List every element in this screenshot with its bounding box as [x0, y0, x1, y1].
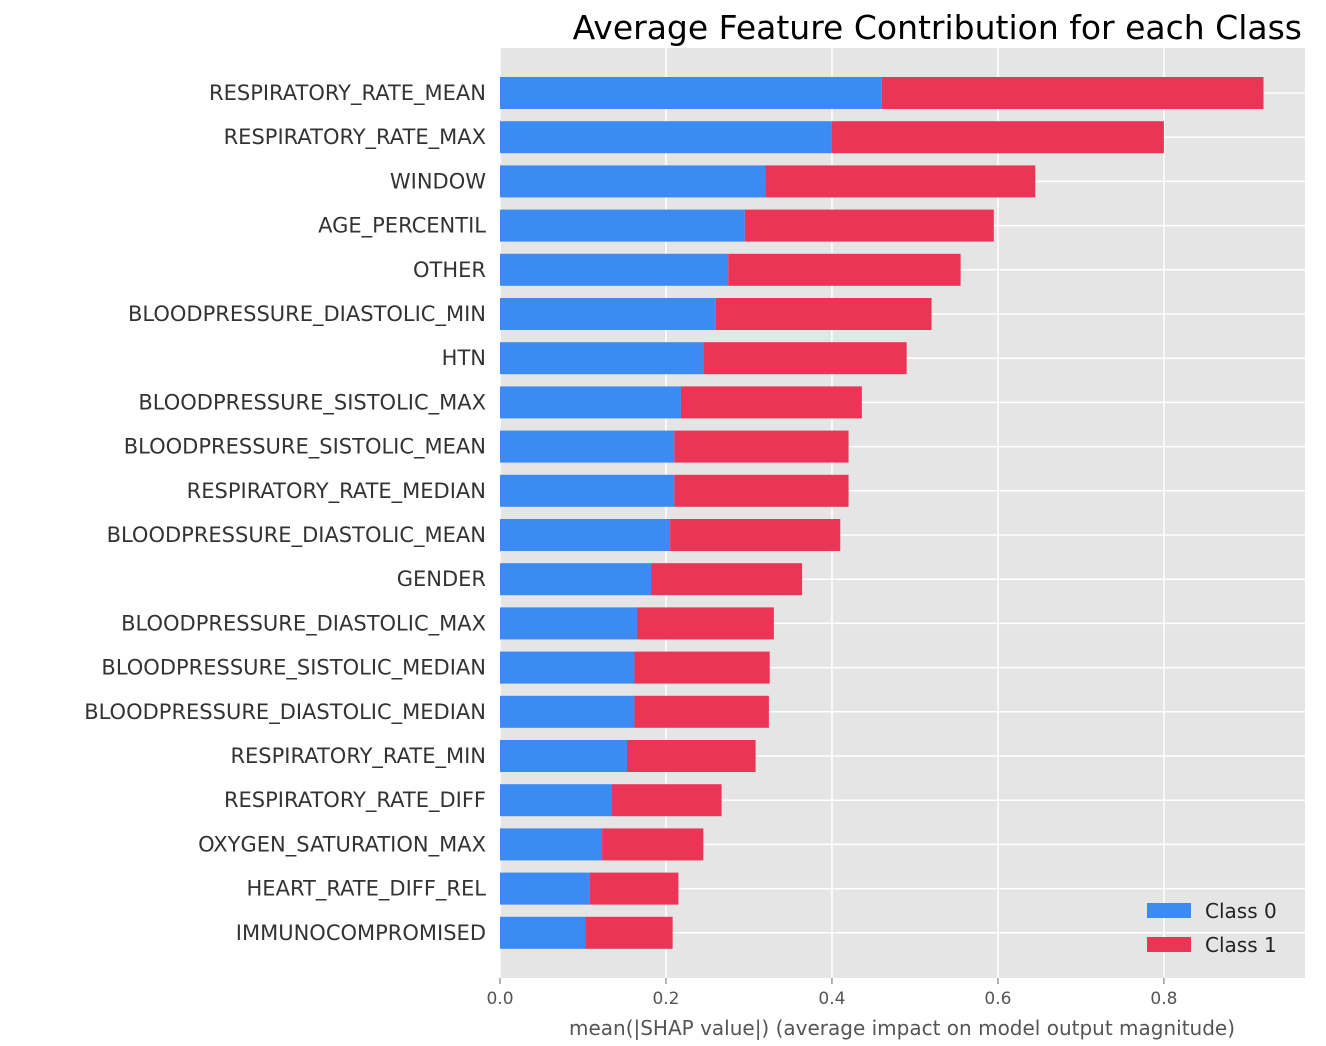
x-axis-ticks: 0.0 0.2 0.4 0.6 0.8	[486, 978, 1177, 1009]
bar-class-0	[500, 342, 704, 375]
bar-class-1	[651, 563, 803, 596]
bar-class-1	[634, 651, 770, 684]
bar-class-1	[634, 695, 769, 728]
bar-class-1	[744, 209, 994, 242]
bar-class-0	[500, 695, 635, 728]
category-label: BLOODPRESSURE_SISTOLIC_MEAN	[124, 435, 486, 460]
category-label: BLOODPRESSURE_DIASTOLIC_MIN	[128, 302, 486, 327]
category-label: BLOODPRESSURE_DIASTOLIC_MAX	[121, 611, 486, 636]
category-label: RESPIRATORY_RATE_MEDIAN	[187, 479, 486, 504]
bar-class-0	[500, 784, 612, 817]
category-labels: RESPIRATORY_RATE_MEAN RESPIRATORY_RATE_MA…	[84, 81, 486, 945]
bar-class-1	[611, 784, 722, 817]
category-label: GENDER	[397, 567, 486, 591]
category-label: BLOODPRESSURE_DIASTOLIC_MEDIAN	[84, 700, 486, 725]
category-label: WINDOW	[390, 169, 486, 193]
category-label: RESPIRATORY_RATE_DIFF	[224, 788, 486, 813]
category-label: OTHER	[413, 258, 486, 282]
category-label: BLOODPRESSURE_SISTOLIC_MAX	[138, 390, 486, 415]
bar-class-0	[500, 386, 681, 419]
category-label: IMMUNOCOMPROMISED	[236, 921, 486, 945]
bar-class-1	[626, 740, 756, 772]
bar-class-0	[500, 474, 675, 507]
bar-class-0	[500, 607, 637, 640]
bar-class-0	[500, 563, 652, 596]
bar-class-1	[670, 519, 841, 551]
category-label: RESPIRATORY_RATE_MEAN	[209, 81, 486, 106]
bar-class-0	[500, 298, 716, 330]
x-tick-label: 0.8	[1150, 989, 1177, 1009]
bar-class-0	[500, 430, 675, 463]
bar-class-1	[674, 474, 849, 507]
x-axis-label: mean(|SHAP value|) (average impact on mo…	[569, 1016, 1235, 1040]
category-label: RESPIRATORY_RATE_MIN	[230, 744, 486, 769]
bar-class-0	[500, 209, 745, 242]
bar-class-0	[500, 253, 729, 286]
bar-class-1	[585, 916, 673, 949]
category-label: AGE_PERCENTIL	[318, 214, 486, 239]
bar-class-0	[500, 519, 671, 551]
x-tick-label: 0.0	[486, 989, 513, 1009]
bar-class-0	[500, 872, 590, 905]
bar-class-0	[500, 77, 882, 109]
bar-class-1	[602, 828, 704, 861]
bar-class-1	[680, 386, 862, 419]
bars	[500, 77, 1264, 949]
x-tick-label: 0.4	[818, 989, 845, 1009]
bar-class-0	[500, 740, 627, 772]
category-label: RESPIRATORY_RATE_MAX	[224, 125, 486, 150]
category-label: OXYGEN_SATURATION_MAX	[198, 832, 486, 857]
category-label: HTN	[442, 346, 486, 370]
bar-class-0	[500, 916, 586, 949]
legend: Class 0 Class 1	[1147, 899, 1277, 957]
x-tick-label: 0.6	[984, 989, 1011, 1009]
bar-class-1	[703, 342, 907, 375]
category-label: HEART_RATE_DIFF_REL	[247, 877, 487, 902]
legend-label: Class 1	[1205, 933, 1277, 957]
category-label: BLOODPRESSURE_DIASTOLIC_MEAN	[107, 523, 486, 548]
bar-class-0	[500, 165, 766, 198]
bar-class-1	[674, 430, 849, 463]
legend-label: Class 0	[1205, 899, 1277, 923]
legend-swatch	[1147, 937, 1191, 952]
bar-class-1	[636, 607, 774, 640]
bar-class-1	[728, 253, 961, 286]
plot-area-background	[500, 48, 1305, 978]
bar-class-1	[831, 121, 1164, 154]
chart-title: Average Feature Contribution for each Cl…	[573, 8, 1302, 47]
bar-class-0	[500, 651, 635, 684]
bar-class-1	[715, 298, 932, 330]
x-tick-label: 0.2	[652, 989, 679, 1009]
bar-class-1	[765, 165, 1036, 198]
category-label: BLOODPRESSURE_SISTOLIC_MEDIAN	[101, 656, 486, 681]
bar-class-0	[500, 121, 832, 154]
bar-class-1	[881, 77, 1264, 109]
bar-class-0	[500, 828, 603, 861]
legend-swatch	[1147, 903, 1191, 918]
bar-class-1	[589, 872, 679, 905]
